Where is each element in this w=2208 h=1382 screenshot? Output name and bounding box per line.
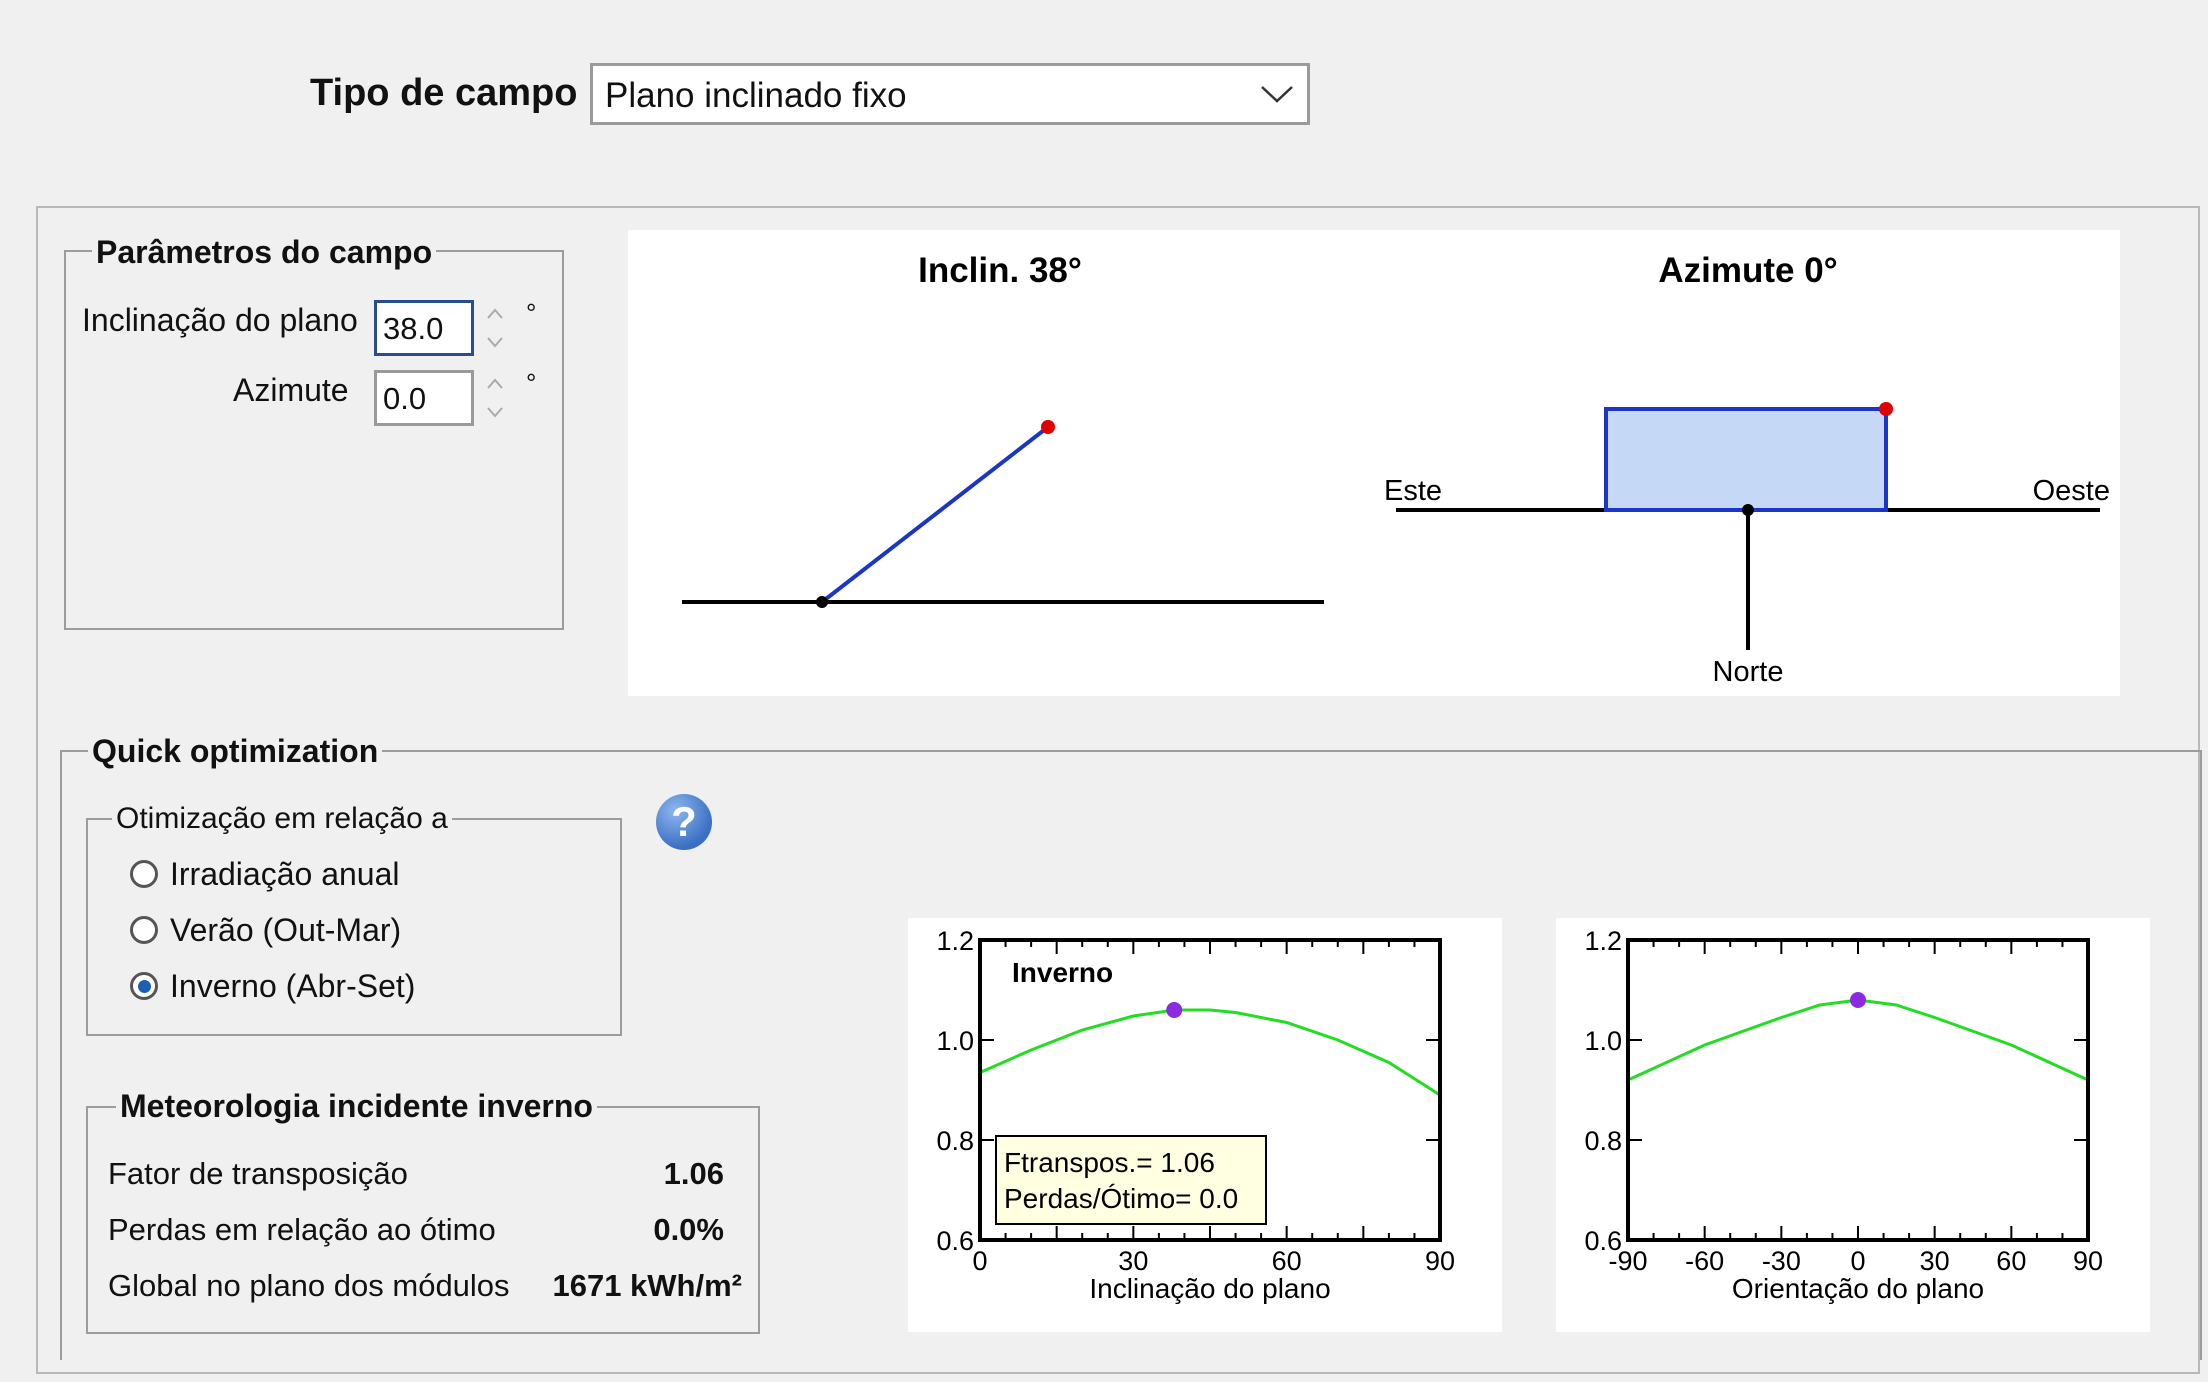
- panel-corner-point: [1879, 402, 1893, 416]
- optimum-marker: [1850, 992, 1866, 1008]
- inclination-title: Inclin. 38°: [918, 251, 1082, 290]
- radio-button[interactable]: [130, 916, 158, 944]
- series-line: [979, 1008, 1441, 1097]
- tooltip-line: Perdas/Ótimo= 0.0: [1004, 1183, 1238, 1214]
- meteo-label: Global no plano dos módulos: [108, 1268, 510, 1303]
- x-tick-label: -30: [1762, 1246, 1801, 1276]
- meteo-value: 1.06: [663, 1156, 724, 1191]
- degree-symbol: °: [526, 368, 537, 398]
- x-tick-label: 0: [1850, 1246, 1865, 1276]
- pivot-point: [816, 596, 828, 608]
- meteo-row-perdas: Perdas em relação ao ótimo 0.0%: [108, 1212, 724, 1248]
- y-tick-label: 1.0: [936, 1026, 974, 1056]
- y-tick-label: 1.2: [936, 926, 974, 956]
- radio-label: Inverno (Abr-Set): [170, 968, 416, 1004]
- x-tick-label: 60: [1996, 1246, 2026, 1276]
- y-tick-label: 0.8: [1584, 1126, 1622, 1156]
- x-tick-label: 0: [972, 1246, 987, 1276]
- meteo-value: 0.0%: [653, 1212, 724, 1247]
- inclinacao-label: Inclinação do plano: [82, 302, 358, 338]
- este-label: Este: [1384, 475, 1442, 507]
- tilted-plane-line: [820, 425, 1050, 604]
- inclination-chart: 0.6 0.8 1.0 1.2 0 30 60 90 Inclinação do plano In…: [908, 918, 1502, 1332]
- series-line: [1627, 998, 2089, 1082]
- quick-optimization-group: [60, 750, 2202, 1360]
- panel-top-view: [1604, 407, 1888, 512]
- azimute-label: Azimute: [233, 372, 349, 408]
- x-tick-label: 90: [1425, 1246, 1455, 1276]
- x-tick-label: 30: [1920, 1246, 1950, 1276]
- inclinacao-spinner[interactable]: [484, 302, 506, 358]
- parametros-campo-title: Parâmetros do campo: [92, 236, 437, 268]
- otimizacao-title: Otimização em relação a: [112, 804, 452, 834]
- azimuth-title: Azimute 0°: [1658, 251, 1837, 290]
- x-tick-label: 60: [1272, 1246, 1302, 1276]
- radio-label: Irradiação anual: [170, 856, 400, 892]
- meteo-label: Perdas em relação ao ótimo: [108, 1212, 496, 1247]
- x-axis-label: Orientação do plano: [1732, 1273, 1984, 1304]
- otimizacao-group: Otimização em relação a Irradiação anual…: [86, 804, 622, 1036]
- x-tick-label: 30: [1118, 1246, 1148, 1276]
- radio-button[interactable]: [130, 860, 158, 888]
- y-tick-label: 1.0: [1584, 1026, 1622, 1056]
- azimute-spinner[interactable]: [484, 372, 506, 428]
- x-tick-label: 90: [2073, 1246, 2103, 1276]
- help-icon[interactable]: ?: [656, 794, 712, 850]
- x-axis-label: Inclinação do plano: [1089, 1273, 1330, 1304]
- radio-label: Verão (Out-Mar): [170, 912, 402, 948]
- y-tick-label: 0.6: [1584, 1226, 1622, 1256]
- meteo-row-fator: Fator de transposição 1.06: [108, 1156, 724, 1192]
- plot-frame: [1626, 938, 2090, 1242]
- tipo-campo-label: Tipo de campo: [310, 72, 578, 114]
- plot-frame: [978, 938, 1442, 1242]
- orientation-diagram: Inclin. 38° Azimute 0° Este Oeste Norte: [628, 230, 2120, 696]
- x-tick-label: -90: [1608, 1246, 1647, 1276]
- field-parameters-panel: [36, 206, 2200, 1374]
- tooltip-box: [995, 1135, 1267, 1225]
- oeste-label: Oeste: [2033, 475, 2110, 507]
- orientation-chart: 0.6 0.8 1.0 1.2 -90 -60 -30 0 30 60 90 Orientação d…: [1556, 918, 2150, 1332]
- y-tick-label: 0.8: [936, 1126, 974, 1156]
- quick-optimization-title: Quick optimization: [88, 733, 383, 770]
- center-point: [1742, 504, 1754, 516]
- tipo-campo-dropdown[interactable]: Plano inclinado fixo: [590, 63, 1310, 125]
- y-tick-label: 0.6: [936, 1226, 974, 1256]
- meteorologia-title: Meteorologia incidente inverno: [116, 1090, 597, 1122]
- tooltip-line: Ftranspos.= 1.06: [1004, 1147, 1215, 1178]
- tooltip-clip: [1252, 1138, 1264, 1222]
- meteorologia-group: Meteorologia incidente inverno Fator de …: [86, 1090, 760, 1334]
- norte-label: Norte: [1713, 656, 1784, 688]
- meteo-row-global: Global no plano dos módulos 1671 kWh/m²: [108, 1268, 742, 1304]
- optimum-marker: [1166, 1002, 1183, 1018]
- inclinacao-input[interactable]: 38.0: [374, 300, 474, 356]
- chart-title: Inverno: [1012, 957, 1113, 988]
- chevron-down-icon: [1259, 80, 1295, 113]
- plane-tip-point: [1041, 420, 1055, 434]
- x-tick-label: -60: [1685, 1246, 1724, 1276]
- tipo-campo-value: Plano inclinado fixo: [605, 76, 907, 115]
- radio-button-selected[interactable]: [130, 972, 158, 1000]
- y-tick-label: 1.2: [1584, 926, 1622, 956]
- meteo-label: Fator de transposição: [108, 1156, 408, 1191]
- meteo-value: 1671 kWh/m²: [552, 1268, 742, 1303]
- degree-symbol: °: [526, 298, 537, 328]
- value-tooltip: Ftranspos.= 1.06 Perdas/Ótimo= 0.0: [995, 1135, 1267, 1225]
- azimute-input[interactable]: 0.0: [374, 370, 474, 426]
- parametros-campo-group: Parâmetros do campo Inclinação do plano …: [64, 236, 564, 630]
